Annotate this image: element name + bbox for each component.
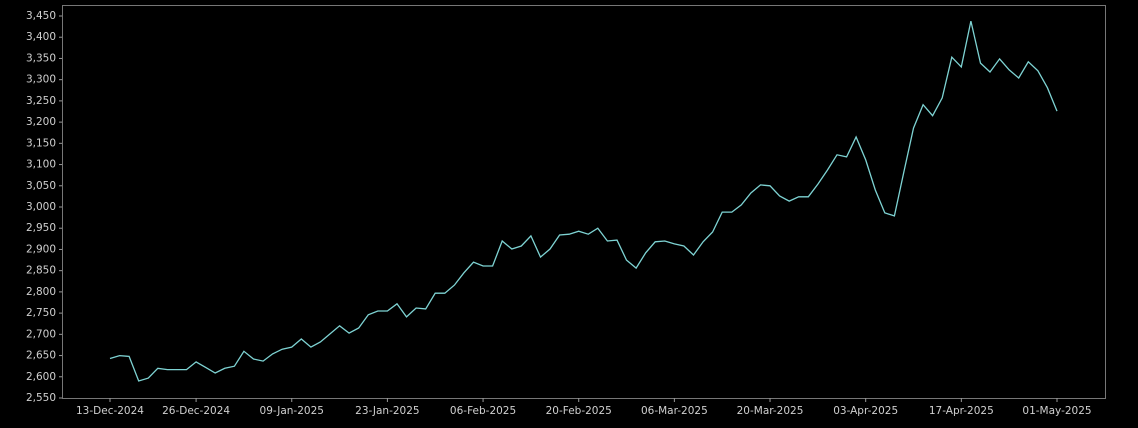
y-tick-label: 2,650 — [26, 350, 56, 362]
y-tick-label: 2,550 — [26, 392, 56, 404]
y-tick-label: 3,300 — [26, 74, 56, 86]
y-tick-label: 3,000 — [26, 201, 56, 213]
y-tick-label: 3,150 — [26, 137, 56, 149]
x-tick-label: 23-Jan-2025 — [355, 405, 419, 417]
x-tick-label: 03-Apr-2025 — [833, 405, 898, 417]
y-tick-label: 3,100 — [26, 159, 56, 171]
x-tick-label: 09-Jan-2025 — [260, 405, 324, 417]
plot-frame — [62, 5, 1106, 399]
y-tick-label: 3,250 — [26, 95, 56, 107]
y-tick-label: 2,900 — [26, 243, 56, 255]
y-tick-label: 2,950 — [26, 222, 56, 234]
y-tick-label: 3,400 — [26, 31, 56, 43]
x-tick-label: 06-Feb-2025 — [450, 405, 516, 417]
x-tick-label: 06-Mar-2025 — [641, 405, 708, 417]
y-tick-label: 2,850 — [26, 265, 56, 277]
y-tick-label: 3,200 — [26, 116, 56, 128]
y-tick-label: 3,050 — [26, 180, 56, 192]
price-line — [109, 20, 1058, 382]
y-tick-label: 2,800 — [26, 286, 56, 298]
y-tick-label: 3,450 — [26, 10, 56, 22]
x-tick-label: 17-Apr-2025 — [929, 405, 994, 417]
x-tick-label: 26-Dec-2024 — [162, 405, 230, 417]
x-tick-label: 01-May-2025 — [1022, 405, 1091, 417]
x-tick-label: 20-Feb-2025 — [546, 405, 612, 417]
x-tick-label: 13-Dec-2024 — [76, 405, 144, 417]
x-tick-label: 20-Mar-2025 — [737, 405, 804, 417]
y-tick-label: 2,600 — [26, 371, 56, 383]
y-tick-label: 2,700 — [26, 328, 56, 340]
y-tick-label: 3,350 — [26, 52, 56, 64]
y-tick-label: 2,750 — [26, 307, 56, 319]
